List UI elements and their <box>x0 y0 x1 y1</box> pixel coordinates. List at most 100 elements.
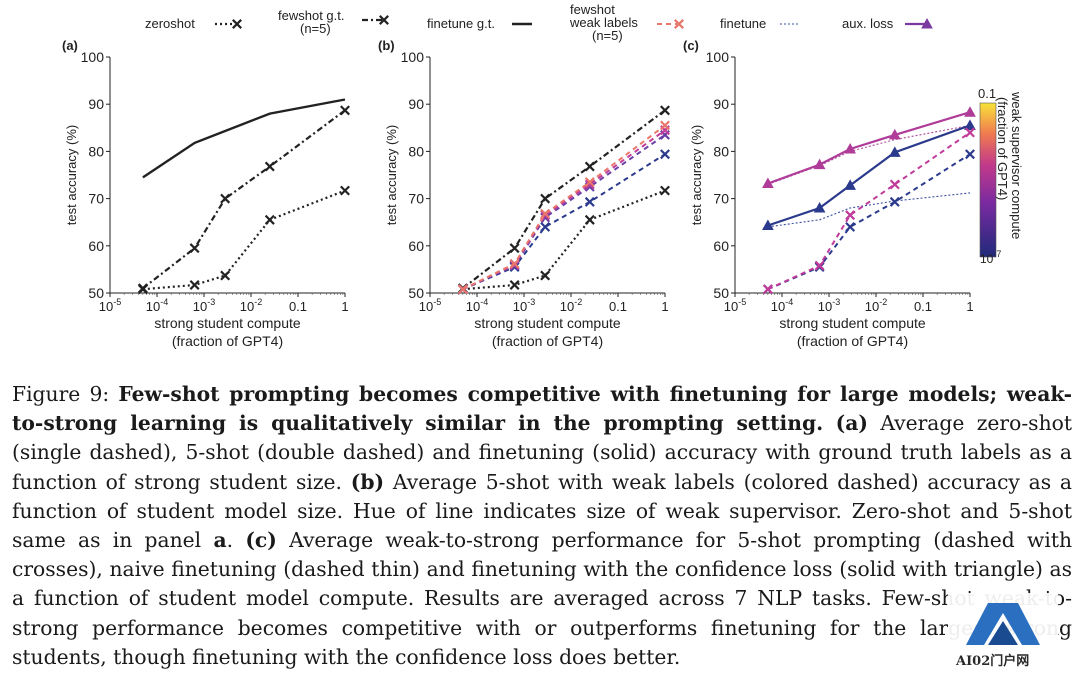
x-marker <box>540 208 551 219</box>
y-tick-label: 80 <box>713 143 729 159</box>
x-tick-base: 10 <box>771 299 785 314</box>
x-tick-base: 10 <box>818 299 832 314</box>
series-line <box>767 192 971 228</box>
x-tick-exp: -5 <box>113 297 121 307</box>
caption-c-label: (c) <box>245 528 277 553</box>
x-marker <box>965 127 975 138</box>
x-marker <box>660 105 670 116</box>
x-axis-label: strong student compute (fraction of GPT4) <box>779 315 926 349</box>
legend: zeroshot fewshot g.t. (n=5) finetune g.t. fe… <box>145 2 933 43</box>
caption-figure-number: Figure 9: <box>12 382 110 406</box>
y-tick-label: 90 <box>408 96 424 112</box>
series-line <box>462 109 666 290</box>
triangle-marker <box>964 119 976 130</box>
x-tick-base: 10 <box>193 299 207 314</box>
legend-label-line: (n=5) <box>300 21 331 36</box>
x-marker <box>379 15 389 25</box>
legend-label: finetune g.t. <box>427 16 495 31</box>
watermark: AI02门户网 <box>948 593 1058 673</box>
legend-label-line: finetune g.t. <box>427 16 495 31</box>
watermark-text: AI02门户网 <box>955 653 1029 669</box>
x-marker <box>189 279 200 290</box>
caption-title: Few-shot prompting becomes competitive w… <box>12 382 1072 436</box>
x-tick-label: 10-3 <box>818 297 840 314</box>
watermark-logo-icon <box>966 603 1040 645</box>
colorbar: 0.1 10-7 weak supervisor compute(fractio… <box>978 86 1024 266</box>
triangle-marker <box>762 219 774 231</box>
x-tick-label: 10-4 <box>146 297 168 314</box>
x-marker <box>220 270 231 281</box>
series-line <box>462 124 666 291</box>
y-tick-label: 60 <box>713 238 729 254</box>
x-marker <box>584 161 595 172</box>
y-tick-label: 90 <box>713 96 729 112</box>
y-tick-label: 100 <box>401 49 425 65</box>
x-axis-label-line: strong student compute <box>154 315 301 331</box>
x-tick-label: 0.1 <box>914 299 932 314</box>
y-tick-label: 50 <box>408 285 424 301</box>
x-tick-base: 10 <box>146 299 160 314</box>
y-axis-label: test accuracy (%) <box>689 125 704 225</box>
x-tick-label: 1 <box>966 299 973 314</box>
x-tick-base: 10 <box>560 299 574 314</box>
x-marker <box>660 120 670 131</box>
legend-label: finetune <box>720 16 766 31</box>
x-tick-exp: -4 <box>160 297 168 307</box>
caption-b-ref: a <box>213 528 227 553</box>
caption-a-label: (a) <box>835 411 868 436</box>
x-tick-label: 1 <box>341 299 348 314</box>
x-marker <box>660 149 670 160</box>
triangle-marker <box>888 128 901 140</box>
x-tick-base: 10 <box>466 299 480 314</box>
x-tick-exp: -4 <box>785 297 793 307</box>
x-tick-label: 0.1 <box>289 299 307 314</box>
x-marker <box>674 19 684 29</box>
x-tick-exp: -2 <box>574 297 582 307</box>
x-tick-exp: -3 <box>207 297 215 307</box>
panel-label: (b) <box>378 38 395 53</box>
x-marker <box>264 161 275 172</box>
x-tick-label: 10-3 <box>193 297 215 314</box>
x-axis-label-line: strong student compute <box>474 315 621 331</box>
figure: zeroshot fewshot g.t. (n=5) finetune g.t. fe… <box>62 2 1024 349</box>
x-tick-base: 10 <box>865 299 879 314</box>
x-axis-label: strong student compute (fraction of GPT4) <box>474 315 621 349</box>
legend-label-line: (n=5) <box>592 28 623 43</box>
series-line <box>767 153 971 291</box>
y-tick-label: 60 <box>408 238 424 254</box>
x-marker <box>965 149 975 160</box>
x-marker <box>220 193 231 204</box>
legend-label: fewshot g.t. (n=5) <box>278 8 344 36</box>
x-axis-label-line: strong student compute <box>779 315 926 331</box>
legend-label-line: aux. loss <box>842 16 894 31</box>
figure-caption: Figure 9: Few-shot prompting becomes com… <box>12 380 1072 672</box>
y-tick-label: 80 <box>408 143 424 159</box>
triangle-marker <box>888 146 901 157</box>
x-marker <box>845 221 856 232</box>
x-tick-label: 10-4 <box>466 297 488 314</box>
series-line <box>142 189 346 291</box>
x-tick-base: 10 <box>99 299 113 314</box>
caption-b-text: Average 5-shot with weak labels (colored… <box>12 469 1072 553</box>
x-marker <box>889 179 900 190</box>
x-marker <box>232 19 242 29</box>
x-marker <box>584 196 595 207</box>
legend-label-line: weak labels <box>569 15 638 30</box>
x-marker <box>584 179 595 190</box>
colorbar-bottom-label: 10-7 <box>980 249 1001 266</box>
legend-label-line: fewshot <box>570 2 615 17</box>
x-marker <box>540 221 551 232</box>
triangle-marker <box>813 158 826 170</box>
y-tick-label: 60 <box>88 238 104 254</box>
legend-label: fewshot weak labels (n=5) <box>569 2 638 43</box>
legend-label-line: finetune <box>720 16 766 31</box>
x-marker <box>340 185 350 196</box>
x-tick-exp: -5 <box>738 297 746 307</box>
legend-label: zeroshot <box>145 16 195 31</box>
x-tick-exp: -4 <box>480 297 488 307</box>
panel-label: (a) <box>62 38 78 53</box>
x-tick-base: 10 <box>513 299 527 314</box>
x-axis-label-line: (fraction of GPT4) <box>172 333 283 349</box>
